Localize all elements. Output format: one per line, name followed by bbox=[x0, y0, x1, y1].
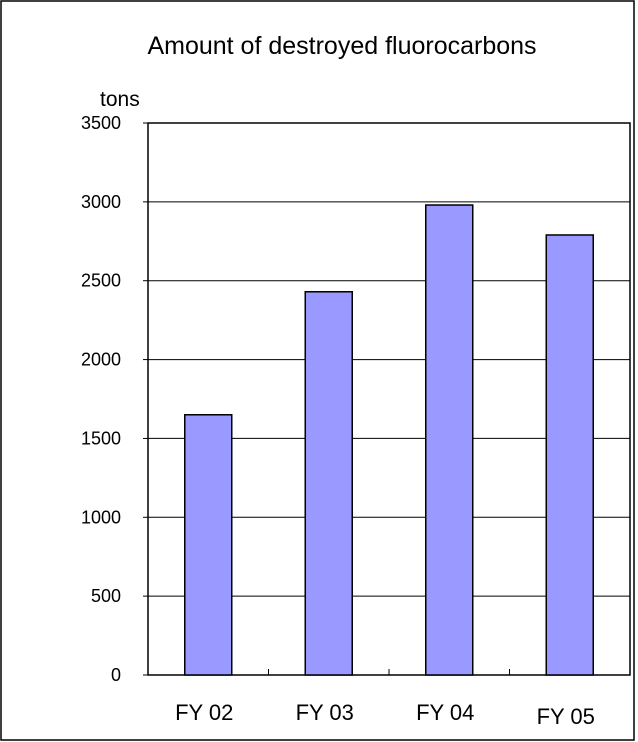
bar-0 bbox=[184, 414, 233, 676]
bar-3 bbox=[545, 234, 594, 676]
x-tick-label-2: FY 04 bbox=[416, 700, 474, 725]
y-tick-label-6: 3000 bbox=[81, 192, 121, 212]
y-tick-label-7: 3500 bbox=[81, 113, 121, 133]
y-tick-label-4: 2000 bbox=[81, 350, 121, 370]
y-tick-label-3: 1500 bbox=[81, 428, 121, 448]
x-axis-ticks: FY 02 FY 03 FY 04 FY 05 bbox=[175, 669, 595, 729]
x-tick-label-1: FY 03 bbox=[296, 700, 354, 725]
bar-series bbox=[184, 204, 594, 676]
x-tick-label-0: FY 02 bbox=[175, 700, 233, 725]
y-axis-unit-label: tons bbox=[100, 88, 140, 111]
bar-1 bbox=[304, 291, 353, 676]
bar-2 bbox=[425, 204, 474, 676]
y-tick-label-2: 1000 bbox=[81, 507, 121, 527]
x-tick-label-3: FY 05 bbox=[537, 704, 595, 729]
chart-title: Amount of destroyed fluorocarbons bbox=[147, 32, 536, 60]
y-tick-label-5: 2500 bbox=[81, 271, 121, 291]
y-tick-label-1: 500 bbox=[91, 586, 121, 606]
y-tick-label-0: 0 bbox=[111, 665, 121, 685]
y-axis-ticks: 0 500 1000 1500 2000 2500 3000 3500 bbox=[81, 113, 148, 685]
